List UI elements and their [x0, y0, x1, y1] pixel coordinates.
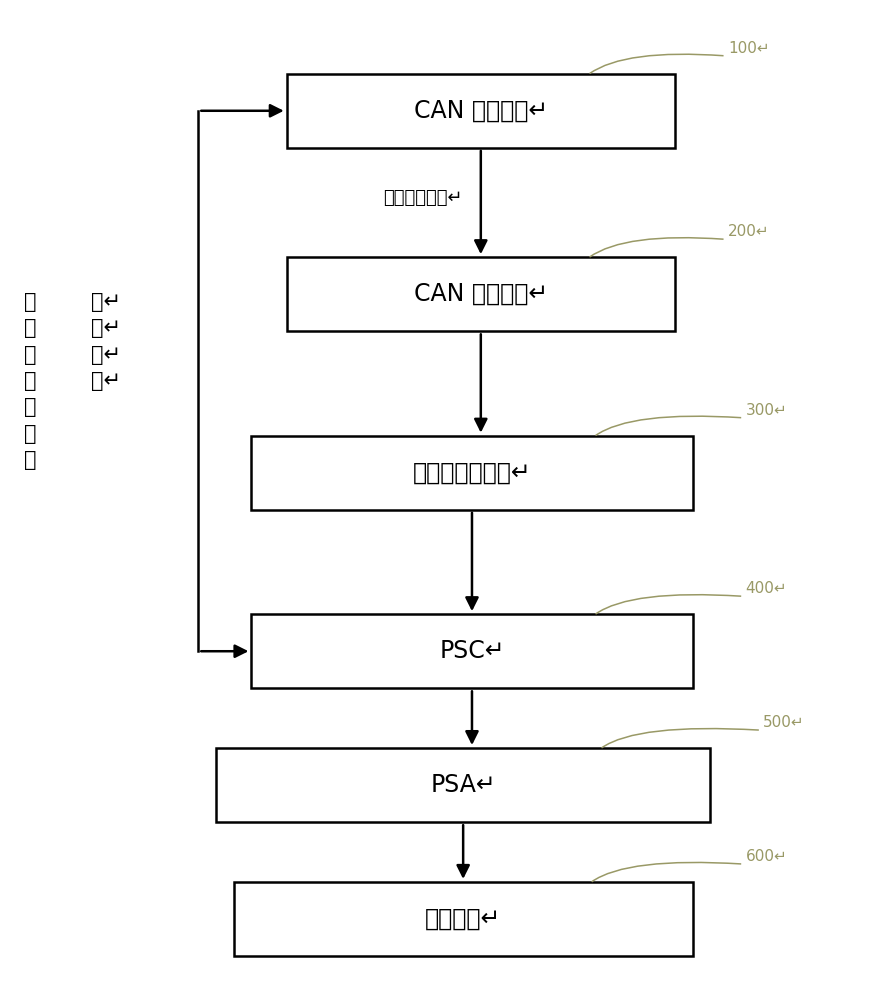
- FancyBboxPatch shape: [287, 74, 675, 148]
- FancyBboxPatch shape: [233, 882, 692, 956]
- Text: 200↵: 200↵: [728, 224, 770, 239]
- Text: PSA↵: PSA↵: [430, 773, 496, 797]
- Text: 实时状态数据↵: 实时状态数据↵: [383, 189, 463, 207]
- Text: 500↵: 500↵: [764, 715, 805, 730]
- Text: CAN 环网模块↵: CAN 环网模块↵: [413, 99, 548, 123]
- Text: 400↵: 400↵: [746, 581, 788, 596]
- Text: PSC↵: PSC↵: [439, 639, 504, 663]
- FancyBboxPatch shape: [251, 436, 692, 510]
- Text: 显示系统↵: 显示系统↵: [425, 907, 502, 931]
- Text: CAN 转网模块↵: CAN 转网模块↵: [413, 282, 548, 306]
- FancyBboxPatch shape: [287, 257, 675, 331]
- Text: 控↵
制↵
信↵
号↵: 控↵ 制↵ 信↵ 号↵: [91, 292, 120, 391]
- Text: 100↵: 100↵: [728, 41, 770, 56]
- Text: 300↵: 300↵: [746, 403, 788, 418]
- Text: 以太网传输模块↵: 以太网传输模块↵: [413, 461, 531, 485]
- Text: 600↵: 600↵: [746, 849, 788, 864]
- FancyBboxPatch shape: [216, 748, 710, 822]
- Text: 以
硬
线
方
式
发
送: 以 硬 线 方 式 发 送: [24, 292, 37, 470]
- FancyBboxPatch shape: [251, 614, 692, 688]
